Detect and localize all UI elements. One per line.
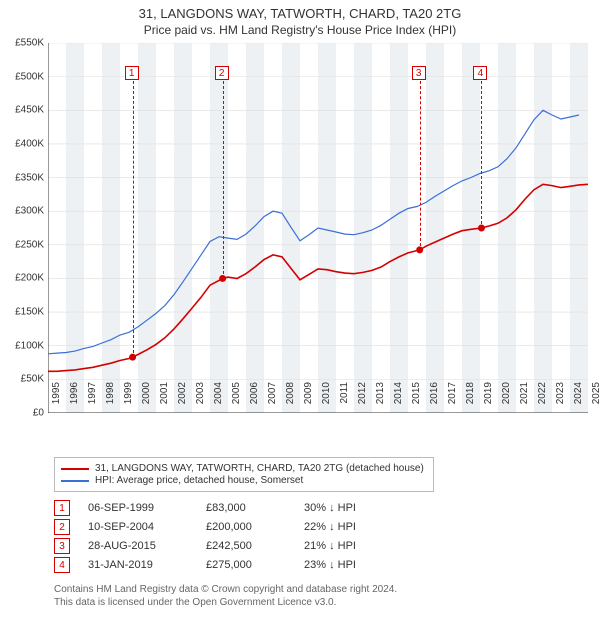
x-tick-label: 2007 xyxy=(267,382,278,404)
y-tick-label: £200K xyxy=(15,273,44,284)
chart-area: £0£50K£100K£150K£200K£250K£300K£350K£400… xyxy=(48,43,588,413)
y-tick-label: £0 xyxy=(33,408,44,419)
transaction-price: £200,000 xyxy=(206,521,286,533)
x-tick-label: 2002 xyxy=(177,382,188,404)
x-tick-label: 2000 xyxy=(141,382,152,404)
footnote-line-2: This data is licensed under the Open Gov… xyxy=(54,596,600,609)
legend-label: 31, LANGDONS WAY, TATWORTH, CHARD, TA20 … xyxy=(95,463,424,474)
y-tick-label: £300K xyxy=(15,206,44,217)
footnote: Contains HM Land Registry data © Crown c… xyxy=(54,583,600,609)
y-tick-label: £150K xyxy=(15,307,44,318)
x-tick-label: 2014 xyxy=(393,382,404,404)
y-tick-label: £250K xyxy=(15,239,44,250)
transaction-date: 28-AUG-2015 xyxy=(88,540,188,552)
x-tick-label: 2009 xyxy=(303,382,314,404)
legend: 31, LANGDONS WAY, TATWORTH, CHARD, TA20 … xyxy=(54,457,434,492)
event-marker-tail xyxy=(420,81,421,246)
transaction-marker-box: 1 xyxy=(54,500,70,516)
event-marker-box: 3 xyxy=(412,66,426,80)
x-tick-label: 2025 xyxy=(591,382,600,404)
transaction-table: 1 06-SEP-1999 £83,000 30% ↓ HPI 2 10-SEP-2004… xyxy=(54,500,600,573)
transaction-date: 10-SEP-2004 xyxy=(88,521,188,533)
transaction-marker-box: 4 xyxy=(54,557,70,573)
x-tick-label: 2017 xyxy=(447,382,458,404)
x-tick-label: 2006 xyxy=(249,382,260,404)
x-tick-label: 2013 xyxy=(375,382,386,404)
x-tick-label: 2010 xyxy=(321,382,332,404)
transaction-date: 31-JAN-2019 xyxy=(88,559,188,571)
chart-subtitle: Price paid vs. HM Land Registry's House … xyxy=(0,23,600,37)
transaction-price: £242,500 xyxy=(206,540,286,552)
transaction-row: 2 10-SEP-2004 £200,000 22% ↓ HPI xyxy=(54,519,600,535)
event-marker-tail xyxy=(481,81,482,224)
x-tick-label: 1995 xyxy=(51,382,62,404)
transaction-marker-box: 2 xyxy=(54,519,70,535)
x-tick-label: 2011 xyxy=(339,382,350,404)
event-marker-tail xyxy=(223,81,224,274)
x-tick-label: 2001 xyxy=(159,382,170,404)
transaction-marker-box: 3 xyxy=(54,538,70,554)
x-tick-label: 1998 xyxy=(105,382,116,404)
x-tick-label: 2024 xyxy=(573,382,584,404)
x-tick-label: 2019 xyxy=(483,382,494,404)
transaction-row: 4 31-JAN-2019 £275,000 23% ↓ HPI xyxy=(54,557,600,573)
x-tick-label: 2020 xyxy=(501,382,512,404)
transaction-row: 1 06-SEP-1999 £83,000 30% ↓ HPI xyxy=(54,500,600,516)
transaction-row: 3 28-AUG-2015 £242,500 21% ↓ HPI xyxy=(54,538,600,554)
x-tick-label: 2012 xyxy=(357,382,368,404)
x-tick-label: 2003 xyxy=(195,382,206,404)
x-tick-label: 2018 xyxy=(465,382,476,404)
y-tick-label: £450K xyxy=(15,105,44,116)
x-tick-label: 2021 xyxy=(519,382,530,404)
footnote-line-1: Contains HM Land Registry data © Crown c… xyxy=(54,583,600,596)
event-marker-box: 2 xyxy=(215,66,229,80)
y-tick-label: £50K xyxy=(21,374,44,385)
transaction-price: £83,000 xyxy=(206,502,286,514)
event-marker-tail xyxy=(133,81,134,353)
transaction-date: 06-SEP-1999 xyxy=(88,502,188,514)
y-tick-label: £550K xyxy=(15,38,44,49)
x-tick-label: 2016 xyxy=(429,382,440,404)
y-tick-label: £350K xyxy=(15,172,44,183)
x-tick-label: 2008 xyxy=(285,382,296,404)
y-tick-label: £500K xyxy=(15,71,44,82)
event-marker-box: 1 xyxy=(125,66,139,80)
x-tick-label: 2023 xyxy=(555,382,566,404)
y-tick-label: £400K xyxy=(15,138,44,149)
x-tick-label: 1997 xyxy=(87,382,98,404)
legend-item: 31, LANGDONS WAY, TATWORTH, CHARD, TA20 … xyxy=(61,463,427,474)
transaction-diff: 21% ↓ HPI xyxy=(304,540,384,552)
x-axis-labels: 1995 1996 1997 1998 1999 2000 2001 2002 2003 2004… xyxy=(48,380,588,410)
x-tick-label: 2004 xyxy=(213,382,224,404)
line-chart xyxy=(48,43,588,413)
legend-label: HPI: Average price, detached house, Some… xyxy=(95,475,303,486)
x-tick-label: 2015 xyxy=(411,382,422,404)
transaction-price: £275,000 xyxy=(206,559,286,571)
transaction-diff: 22% ↓ HPI xyxy=(304,521,384,533)
chart-title: 31, LANGDONS WAY, TATWORTH, CHARD, TA20 … xyxy=(0,6,600,21)
legend-swatch xyxy=(61,468,89,470)
y-tick-label: £100K xyxy=(15,340,44,351)
x-tick-label: 1999 xyxy=(123,382,134,404)
legend-item: HPI: Average price, detached house, Some… xyxy=(61,475,427,486)
transaction-diff: 30% ↓ HPI xyxy=(304,502,384,514)
event-marker-box: 4 xyxy=(473,66,487,80)
y-axis-labels: £0£50K£100K£150K£200K£250K£300K£350K£400… xyxy=(4,43,48,413)
legend-swatch xyxy=(61,480,89,482)
x-tick-label: 2022 xyxy=(537,382,548,404)
transaction-diff: 23% ↓ HPI xyxy=(304,559,384,571)
x-tick-label: 1996 xyxy=(69,382,80,404)
x-tick-label: 2005 xyxy=(231,382,242,404)
